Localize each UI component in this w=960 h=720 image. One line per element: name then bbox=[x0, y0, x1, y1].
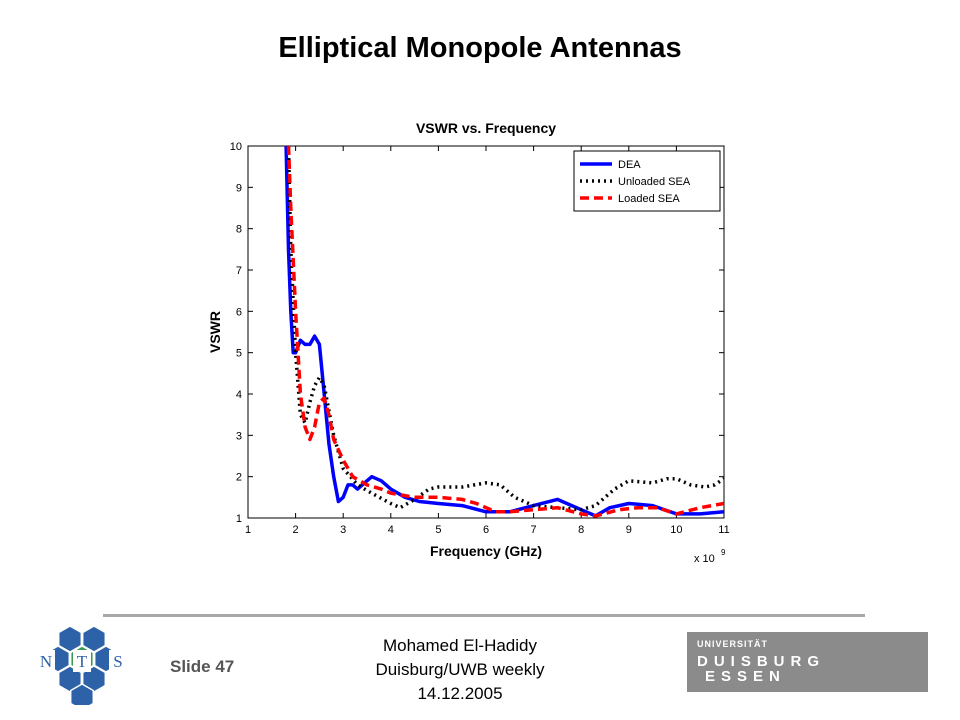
legend-label: Loaded SEA bbox=[618, 193, 680, 205]
series-line-dea bbox=[284, 146, 724, 518]
nts-hex-1 bbox=[81, 627, 107, 653]
x-axis-label: Frequency (GHz) bbox=[430, 543, 542, 559]
nts-letter-bg bbox=[73, 650, 91, 672]
nts-hex-0 bbox=[57, 627, 83, 653]
x-multiplier-label: x 10 bbox=[694, 553, 715, 565]
y-tick-label: 8 bbox=[236, 224, 242, 236]
slide-number: Slide 47 bbox=[170, 657, 235, 676]
x-tick-label: 2 bbox=[293, 524, 299, 536]
y-tick-label: 7 bbox=[236, 265, 242, 277]
legend-label: DEA bbox=[618, 159, 641, 171]
nts-letter-bg bbox=[38, 650, 55, 672]
nts-hex-7 bbox=[69, 683, 95, 705]
y-axis-label: VSWR bbox=[207, 311, 223, 353]
footer-text: Mohamed El-Hadidy Duisburg/UWB weekly 14… bbox=[330, 634, 590, 706]
university-logo-line2: DUISBURG bbox=[697, 653, 826, 670]
university-logo-line3: ESSEN bbox=[705, 668, 786, 685]
x-tick-label: 7 bbox=[531, 524, 537, 536]
x-multiplier-exponent: 9 bbox=[721, 548, 726, 557]
x-tick-label: 1 bbox=[245, 524, 251, 536]
series-line-loaded-sea bbox=[286, 146, 724, 518]
x-tick-label: 3 bbox=[340, 524, 346, 536]
y-tick-label: 4 bbox=[236, 389, 242, 401]
slide-title: Elliptical Monopole Antennas bbox=[278, 32, 682, 64]
footer-event: Duisburg/UWB weekly bbox=[375, 660, 545, 679]
x-tick-label: 11 bbox=[718, 524, 729, 536]
y-tick-label: 1 bbox=[236, 513, 242, 525]
footer-divider bbox=[103, 614, 865, 617]
x-tick-label: 8 bbox=[578, 524, 584, 536]
y-tick-label: 9 bbox=[236, 182, 242, 194]
university-logo-line1: UNIVERSITÄT bbox=[697, 639, 769, 649]
legend-label: Unloaded SEA bbox=[618, 176, 691, 188]
nts-letter-bg bbox=[109, 650, 127, 672]
y-tick-label: 6 bbox=[236, 306, 242, 318]
footer-author: Mohamed El-Hadidy bbox=[382, 636, 537, 655]
series-group bbox=[284, 146, 724, 518]
nts-letter: T bbox=[77, 652, 88, 671]
y-tick-label: 2 bbox=[236, 472, 242, 484]
nts-letter: N bbox=[40, 652, 52, 671]
chart-title: VSWR vs. Frequency bbox=[416, 120, 556, 136]
y-tick-label: 10 bbox=[230, 141, 242, 153]
nts-letter: S bbox=[113, 652, 122, 671]
x-tick-label: 9 bbox=[626, 524, 632, 536]
y-tick-label: 5 bbox=[236, 348, 242, 360]
university-logo: UNIVERSITÄT DUISBURG ESSEN bbox=[687, 632, 928, 692]
footer-date: 14.12.2005 bbox=[417, 684, 503, 703]
x-tick-label: 6 bbox=[483, 524, 489, 536]
x-tick-label: 5 bbox=[435, 524, 441, 536]
x-tick-label: 4 bbox=[388, 524, 394, 536]
x-tick-label: 10 bbox=[670, 524, 682, 536]
y-tick-label: 3 bbox=[236, 430, 242, 442]
